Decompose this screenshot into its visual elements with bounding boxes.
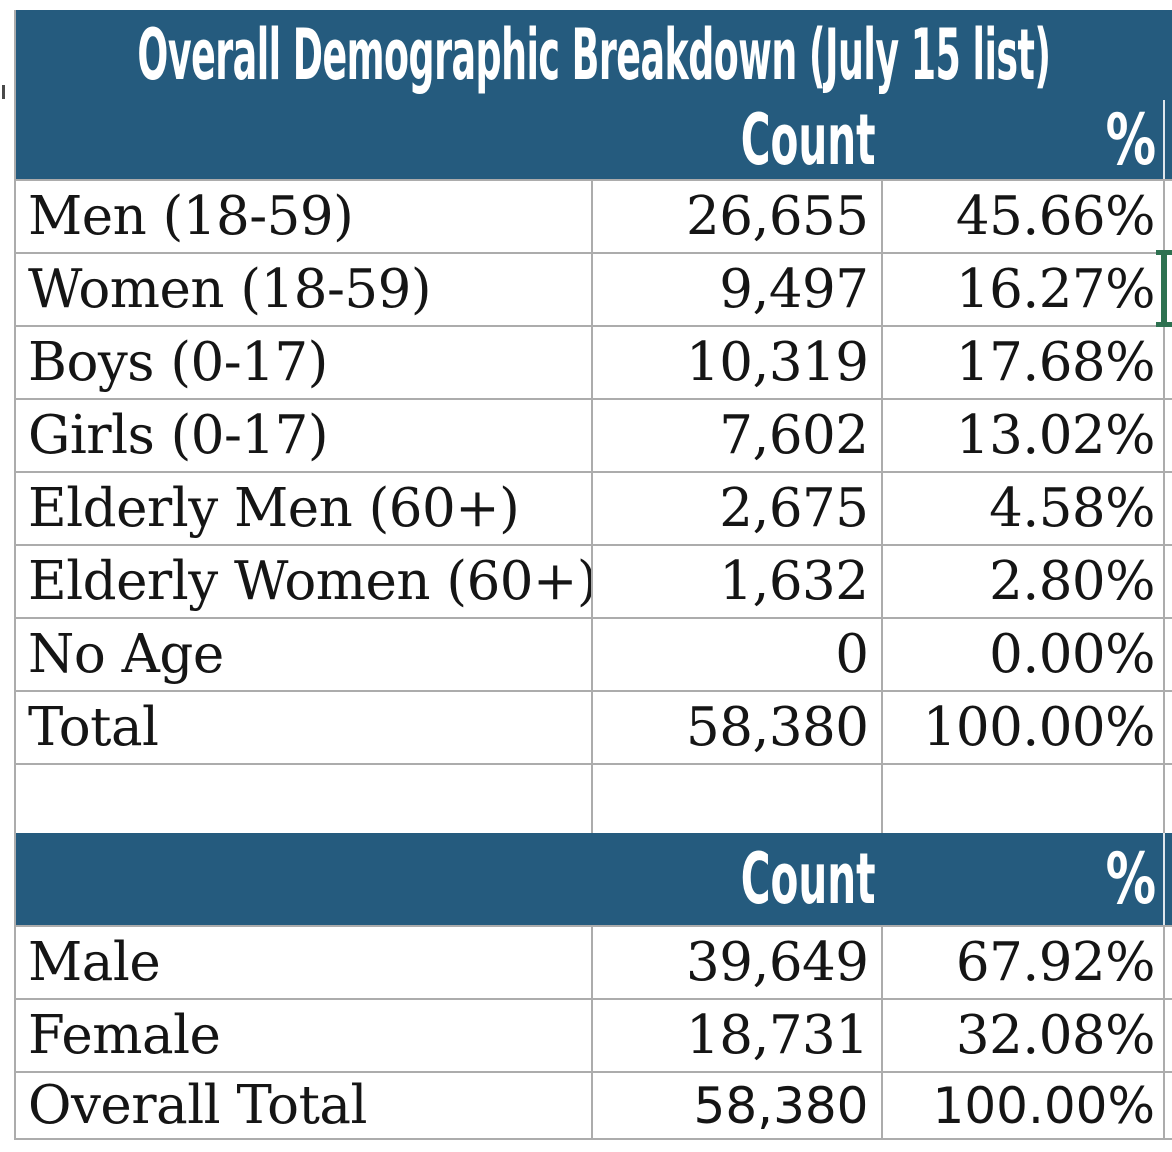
percent-cell[interactable]: 16.27%	[880, 254, 1164, 325]
adjacent-column-sliver	[1163, 927, 1172, 998]
row-label-cell[interactable]: Men (18-59)	[28, 186, 354, 247]
count-cell[interactable]: 58,380	[591, 692, 881, 763]
percent-column-header: %	[1105, 838, 1157, 920]
adjacent-column-sliver	[1163, 473, 1172, 544]
percent-cell[interactable]: 100.00%	[880, 1073, 1164, 1138]
count-cell[interactable]: 2,675	[591, 473, 881, 544]
percent-cell[interactable]: 32.08%	[880, 1000, 1164, 1071]
adjacent-column-sliver	[1163, 833, 1172, 925]
table-title-cell[interactable]: Overall Demographic Breakdown (July 15 l…	[16, 10, 1172, 100]
table-row-female: Female 18,731 32.08%	[16, 998, 1172, 1071]
row-label-cell[interactable]: Boys (0-17)	[28, 332, 328, 393]
row-label-cell[interactable]: Women (18-59)	[28, 259, 432, 320]
row-label-cell[interactable]: Elderly Women (60+)	[28, 551, 591, 612]
adjacent-column-sliver	[1163, 619, 1172, 690]
count-cell[interactable]: 9,497	[591, 254, 881, 325]
header-percent-cell[interactable]: %	[881, 98, 1164, 181]
adjacent-column-sliver	[1163, 1073, 1172, 1138]
demographics-table: Overall Demographic Breakdown (July 15 l…	[14, 10, 1172, 1140]
percent-cell[interactable]: 45.66%	[880, 181, 1164, 252]
row-label-cell[interactable]: Elderly Men (60+)	[28, 478, 520, 539]
count-column-header: Count	[740, 838, 876, 920]
count-cell[interactable]: 39,649	[591, 927, 881, 998]
empty-cell[interactable]	[16, 765, 591, 833]
table-row-male: Male 39,649 67.92%	[16, 925, 1172, 998]
percent-cell[interactable]: 17.68%	[880, 327, 1164, 398]
header-label-cell[interactable]	[16, 100, 591, 179]
adjacent-column-sliver	[1163, 692, 1172, 763]
count-cell[interactable]: 10,319	[591, 327, 881, 398]
header-count-cell[interactable]: Count	[591, 98, 881, 181]
row-label-cell[interactable]: No Age	[28, 624, 224, 685]
table-row-no-age: No Age 0 0.00%	[16, 617, 1172, 690]
empty-spacer-row	[16, 763, 1172, 833]
percent-cell[interactable]: 2.80%	[880, 546, 1164, 617]
table-title: Overall Demographic Breakdown (July 15 l…	[137, 14, 1051, 96]
adjacent-column-sliver	[1163, 100, 1172, 179]
count-column-header: Count	[740, 98, 876, 181]
count-cell[interactable]: 58,380	[591, 1073, 881, 1138]
header-label-cell[interactable]	[16, 833, 591, 925]
count-cell[interactable]: 18,731	[591, 1000, 881, 1071]
header-percent-cell[interactable]: %	[881, 833, 1164, 925]
table-row-overall-total: Overall Total 58,380 100.00%	[16, 1071, 1172, 1140]
table-row-boys: Boys (0-17) 10,319 17.68%	[16, 325, 1172, 398]
table-row-girls: Girls (0-17) 7,602 13.02%	[16, 398, 1172, 471]
adjacent-column-sliver	[1163, 327, 1172, 398]
table-row-total: Total 58,380 100.00%	[16, 690, 1172, 763]
row-label-cell[interactable]: Girls (0-17)	[28, 405, 329, 466]
row-label-cell[interactable]: Male	[28, 932, 161, 993]
header-count-cell[interactable]: Count	[591, 833, 881, 925]
count-cell[interactable]: 1,632	[591, 546, 881, 617]
count-cell[interactable]: 26,655	[591, 181, 881, 252]
percent-cell[interactable]: 13.02%	[880, 400, 1164, 471]
table-row-women: Women (18-59) 9,497 16.27%	[16, 252, 1172, 325]
percent-cell[interactable]: 0.00%	[880, 619, 1164, 690]
count-cell[interactable]: 0	[591, 619, 881, 690]
cell-selection-border	[1156, 250, 1172, 327]
table-row-men: Men (18-59) 26,655 45.66%	[16, 179, 1172, 252]
empty-cell[interactable]	[880, 765, 1164, 833]
row-label-cell[interactable]: Female	[28, 1005, 221, 1066]
adjacent-column-sliver	[1163, 765, 1172, 833]
count-cell[interactable]: 7,602	[591, 400, 881, 471]
adjacent-column-sliver	[1163, 400, 1172, 471]
row-label-cell[interactable]: Total	[28, 697, 159, 758]
adjacent-column-sliver	[1163, 181, 1172, 252]
table-row-elderly-men: Elderly Men (60+) 2,675 4.58%	[16, 471, 1172, 544]
empty-cell[interactable]	[591, 765, 881, 833]
percent-cell[interactable]: 4.58%	[880, 473, 1164, 544]
header-row-secondary: Count %	[16, 833, 1172, 925]
row-label-cell[interactable]: Overall Total	[28, 1075, 367, 1136]
percent-column-header: %	[1105, 98, 1157, 181]
adjacent-column-sliver	[1163, 1000, 1172, 1071]
percent-cell[interactable]: 100.00%	[880, 692, 1164, 763]
header-row-primary: Count %	[16, 98, 1172, 181]
percent-cell[interactable]: 67.92%	[880, 927, 1164, 998]
adjacent-column-sliver	[1163, 546, 1172, 617]
table-row-elderly-women: Elderly Women (60+) 1,632 2.80%	[16, 544, 1172, 617]
left-edge-gridline-mark	[2, 85, 5, 99]
